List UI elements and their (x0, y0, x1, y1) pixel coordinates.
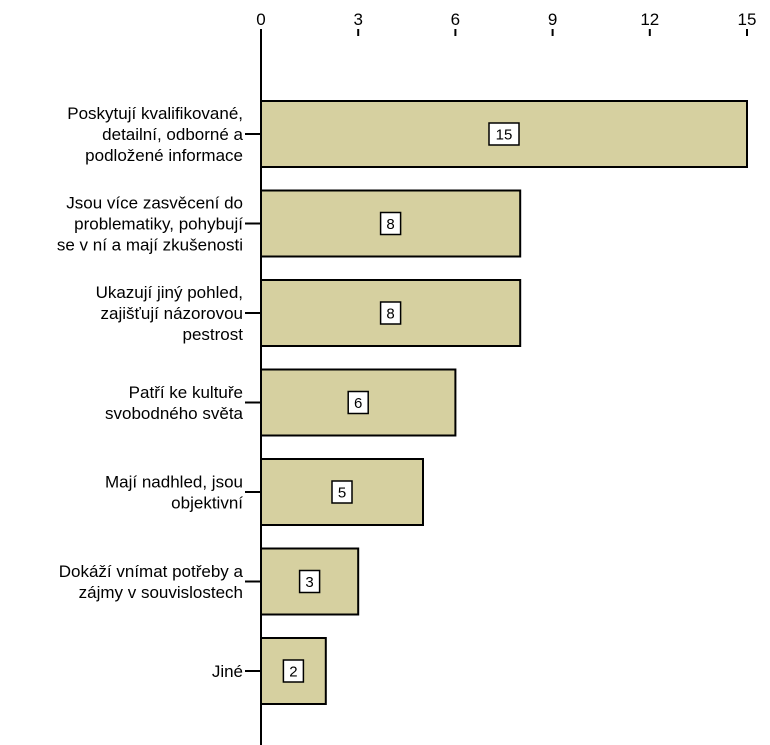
data-label-box (347, 390, 369, 415)
category-label-line: Jiné (212, 662, 243, 681)
category-label: Patří ke kultuře svobodného světa (105, 383, 244, 423)
x-tick-label: 9 (548, 10, 557, 29)
x-axis: 0 3 6 9 12 15 (256, 10, 756, 36)
data-label: 6 (354, 395, 362, 412)
category-label-line: Poskytují kvalifikované, (67, 104, 243, 123)
data-label: 2 (289, 664, 297, 681)
category-labels-group: Poskytují kvalifikované, detailní, odborn… (57, 104, 244, 681)
data-label-box (379, 301, 402, 325)
category-label-line: se v ní a mají zkušenosti (57, 236, 243, 255)
data-label-box (488, 122, 520, 146)
category-label: Poskytují kvalifikované, detailní, odborn… (67, 104, 243, 165)
category-label-line: pestrost (183, 325, 244, 344)
category-label-line: Mají nadhled, jsou (105, 473, 243, 492)
data-label: 3 (305, 574, 313, 591)
category-label-line: problematiky, pohybují (74, 215, 243, 234)
data-label: 8 (386, 306, 394, 323)
category-label-line: zájmy v souvislostech (79, 583, 243, 602)
category-label: Mají nadhled, jsou objektivní (105, 473, 243, 513)
category-label-line: zajišťují názorovou (101, 304, 243, 323)
data-label-box (379, 211, 402, 236)
category-label-line: objektivní (171, 494, 243, 513)
x-tick-label: 6 (451, 10, 460, 29)
category-label-line: Patří ke kultuře (129, 383, 243, 402)
x-tick-label: 0 (256, 10, 265, 29)
data-label-box (331, 480, 353, 504)
category-label-line: Jsou více zasvěcení do (66, 194, 243, 213)
data-label: 5 (338, 485, 346, 502)
data-label-box (282, 659, 305, 683)
category-label-line: podložené informace (85, 146, 243, 165)
category-label: Dokáží vnímat potřeby a zájmy v souvislos… (59, 562, 244, 602)
data-label: 15 (496, 127, 513, 144)
category-label: Ukazují jiný pohled, zajišťují názorovou p… (96, 283, 244, 344)
category-label-line: Dokáží vnímat potřeby a (59, 562, 244, 581)
x-tick-label: 12 (640, 10, 659, 29)
data-label: 8 (386, 216, 394, 233)
x-tick-label: 3 (353, 10, 362, 29)
category-label: Jsou více zasvěcení do problematiky, pohy… (57, 194, 243, 255)
data-label-box (298, 569, 321, 594)
category-label-line: detailní, odborné a (102, 125, 243, 144)
x-tick-label: 15 (738, 10, 757, 29)
category-label-line: Ukazují jiný pohled, (96, 283, 243, 302)
category-label-line: svobodného světa (105, 404, 244, 423)
y-axis (245, 29, 262, 745)
category-label: Jiné (212, 662, 243, 681)
bars-group: 15 8 8 6 5 3 2 (260, 100, 748, 705)
